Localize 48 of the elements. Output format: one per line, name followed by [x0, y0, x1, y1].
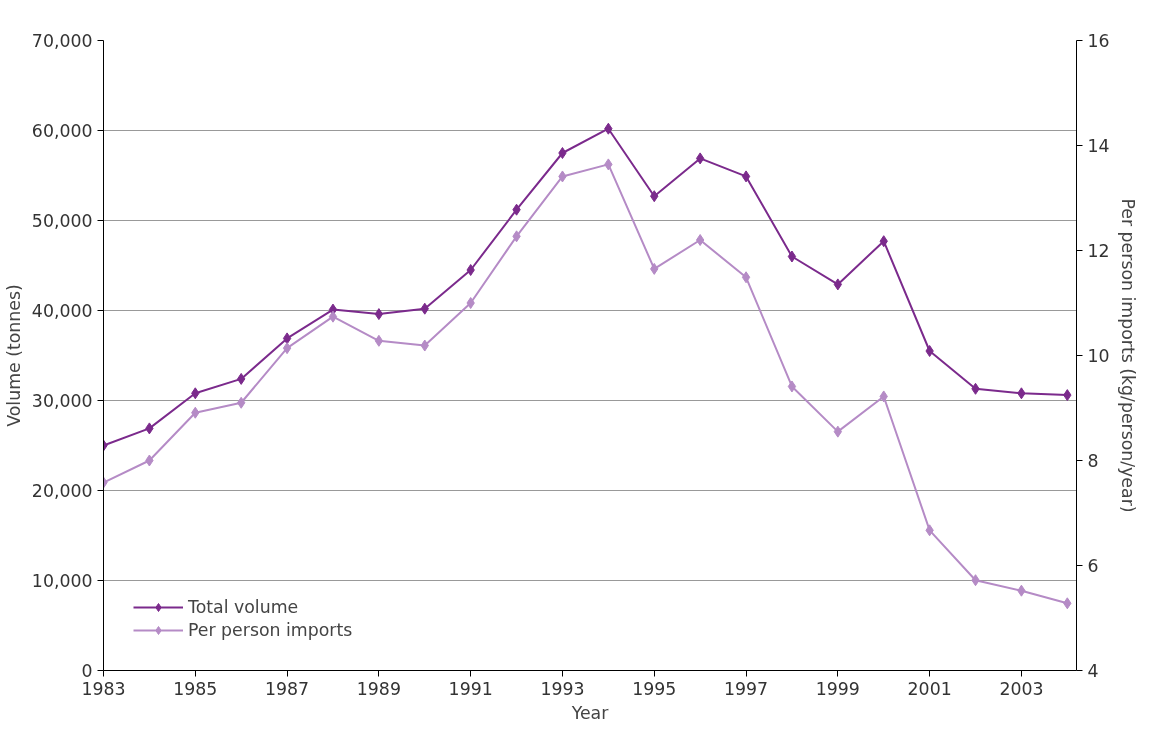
y2-tick-label: 12	[1087, 241, 1110, 261]
y-tick-label: 40,000	[31, 301, 93, 321]
x-tick-label: 1995	[632, 678, 677, 699]
point	[787, 250, 797, 263]
x-tick-label: 1983	[81, 678, 126, 699]
legend-label: Per person imports	[188, 620, 353, 640]
point	[695, 152, 705, 165]
y-tick-label: 20,000	[31, 481, 93, 501]
y2-tick-label: 6	[1087, 556, 1099, 576]
y-tick-label: 10,000	[31, 571, 93, 591]
point	[558, 147, 567, 159]
y-tick-label: 30,000	[31, 391, 93, 411]
point	[833, 278, 843, 291]
y2-tick-label: 14	[1087, 136, 1110, 156]
y-axis-title: Volume (tonnes)	[3, 284, 24, 427]
point	[741, 170, 751, 183]
point	[466, 297, 475, 309]
y2-tick-label: 8	[1087, 451, 1099, 471]
point	[787, 380, 797, 393]
x-axis-title: Year	[570, 702, 610, 723]
x-tick-label: 1985	[173, 678, 218, 699]
y-tick-label: 70,000	[31, 31, 93, 51]
x-tick-label: 1999	[815, 678, 860, 699]
x-tick-label: 1987	[265, 678, 310, 699]
y2-tick-label: 16	[1087, 31, 1110, 51]
point	[282, 342, 292, 355]
x-tick-label: 1993	[540, 678, 585, 699]
point	[374, 334, 384, 347]
y-tick-label: 60,000	[31, 121, 93, 141]
x-tick-label: 2003	[999, 678, 1044, 699]
x-tick-label: 1997	[724, 678, 769, 699]
y2-axis-title: Per person imports (kg/person/year)	[1117, 198, 1138, 513]
legend-label: Total volume	[188, 597, 299, 617]
x-tick-label: 1991	[448, 678, 493, 699]
point	[466, 264, 475, 276]
point	[925, 345, 934, 357]
point	[282, 332, 292, 345]
point	[741, 271, 751, 284]
point	[695, 234, 705, 246]
y-tick-label: 50,000	[31, 211, 93, 231]
y2-tick-label: 10	[1087, 346, 1110, 366]
x-tick-label: 1989	[356, 678, 401, 699]
y2-tick-label: 4	[1087, 661, 1099, 681]
point	[374, 308, 384, 321]
point	[328, 310, 338, 323]
y-tick-label: 0	[81, 661, 93, 681]
x-tick-label: 2001	[907, 678, 952, 699]
point	[833, 425, 843, 438]
